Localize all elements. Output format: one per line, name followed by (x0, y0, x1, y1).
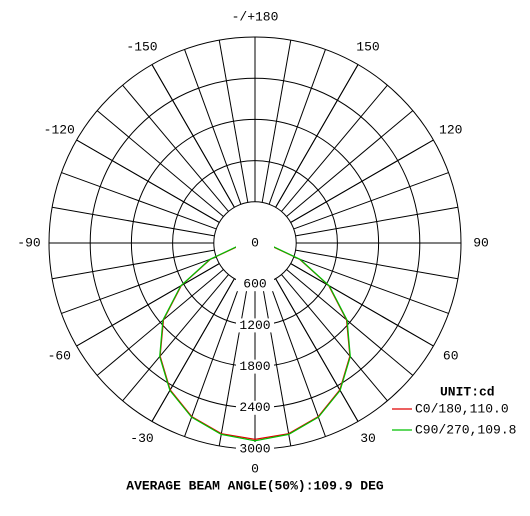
legend-label: C0/180,110.0 (415, 401, 509, 416)
angle-label: 150 (356, 40, 379, 55)
angle-grid-line (151, 64, 235, 208)
label-bg (236, 236, 274, 250)
r-tick-label: 1800 (239, 359, 270, 374)
label-bg (236, 442, 274, 456)
angle-grid-line (151, 278, 235, 422)
angle-grid-line (275, 64, 359, 208)
angle-label: 60 (443, 348, 459, 363)
label-bg (236, 277, 274, 292)
angle-label: -60 (48, 348, 71, 363)
angle-grid-line (290, 139, 434, 223)
footer: AVERAGE BEAM ANGLE(50%):109.9 DEG (126, 478, 384, 493)
angle-grid-line (275, 278, 359, 422)
angle-label: -/+180 (232, 9, 279, 24)
label-bg (236, 318, 274, 333)
angle-label: 0 (251, 461, 259, 476)
angle-grid-line (76, 263, 220, 347)
r-tick-label: 600 (243, 277, 266, 292)
angle-grid-line (290, 263, 434, 347)
legend-label: C90/270,109.8 (415, 422, 516, 437)
unit-label: UNIT:cd (440, 384, 495, 399)
r-tick-label: 0 (251, 235, 259, 250)
angle-grid-line (76, 139, 220, 223)
r-tick-label: 3000 (239, 441, 270, 456)
angle-label: 90 (473, 235, 489, 250)
angle-label: 120 (439, 122, 462, 137)
angle-label: -30 (130, 431, 153, 446)
label-bg (236, 400, 274, 415)
angle-label: -120 (44, 122, 75, 137)
angle-label: 30 (360, 431, 376, 446)
angle-label: -150 (126, 40, 157, 55)
curve (159, 242, 351, 442)
label-bg (236, 359, 274, 374)
r-tick-label: 1200 (239, 318, 270, 333)
r-tick-label: 2400 (239, 400, 270, 415)
angle-label: -90 (17, 235, 40, 250)
